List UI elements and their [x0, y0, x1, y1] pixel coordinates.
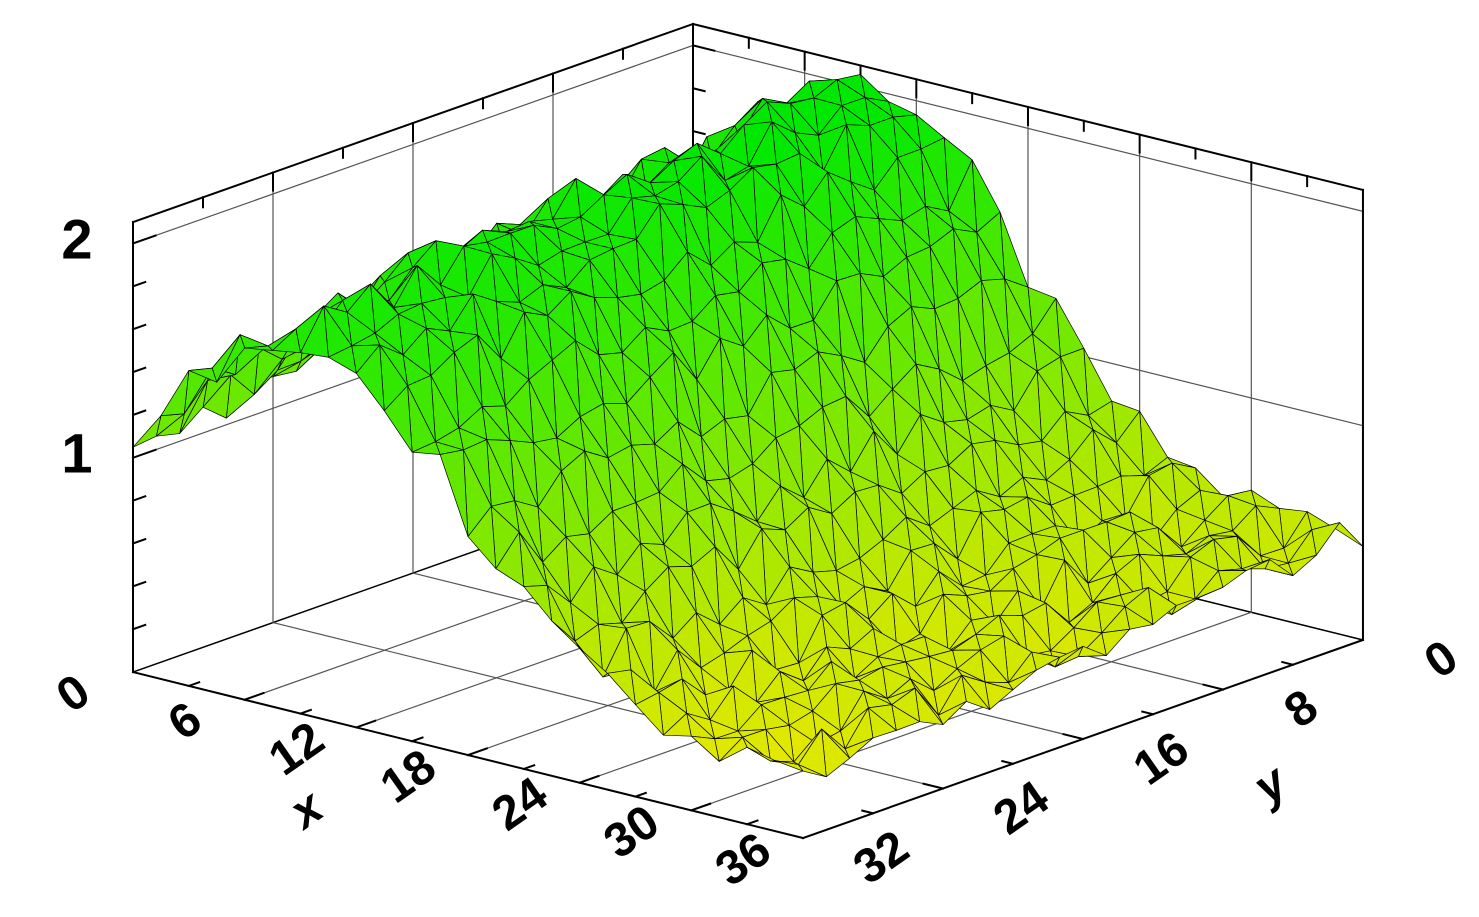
x-tick-label: 30 [595, 795, 669, 869]
y-axis-title: y [1243, 754, 1299, 815]
x-axis-title: x [278, 779, 335, 841]
y-tick-label: 32 [844, 821, 918, 895]
y-tick-label: 24 [984, 771, 1058, 845]
surface-mesh [132, 74, 1364, 778]
y-tick-label: 0 [1415, 630, 1467, 689]
z-tick-label: 1 [61, 422, 92, 485]
bottom-axes [131, 638, 1365, 840]
x-tick-label: 0 [47, 664, 99, 723]
x-tick-label: 24 [483, 767, 557, 841]
x-tick-label: 18 [371, 740, 445, 814]
y-tick-label: 8 [1275, 680, 1327, 739]
x-tick-label: 12 [260, 712, 334, 786]
top-edge-ticks [202, 36, 1309, 209]
x-tick-label: 6 [159, 692, 211, 751]
x-tick-label: 36 [706, 823, 780, 897]
z-tick-label: 2 [61, 207, 92, 270]
y-tick-label: 16 [1124, 722, 1198, 796]
